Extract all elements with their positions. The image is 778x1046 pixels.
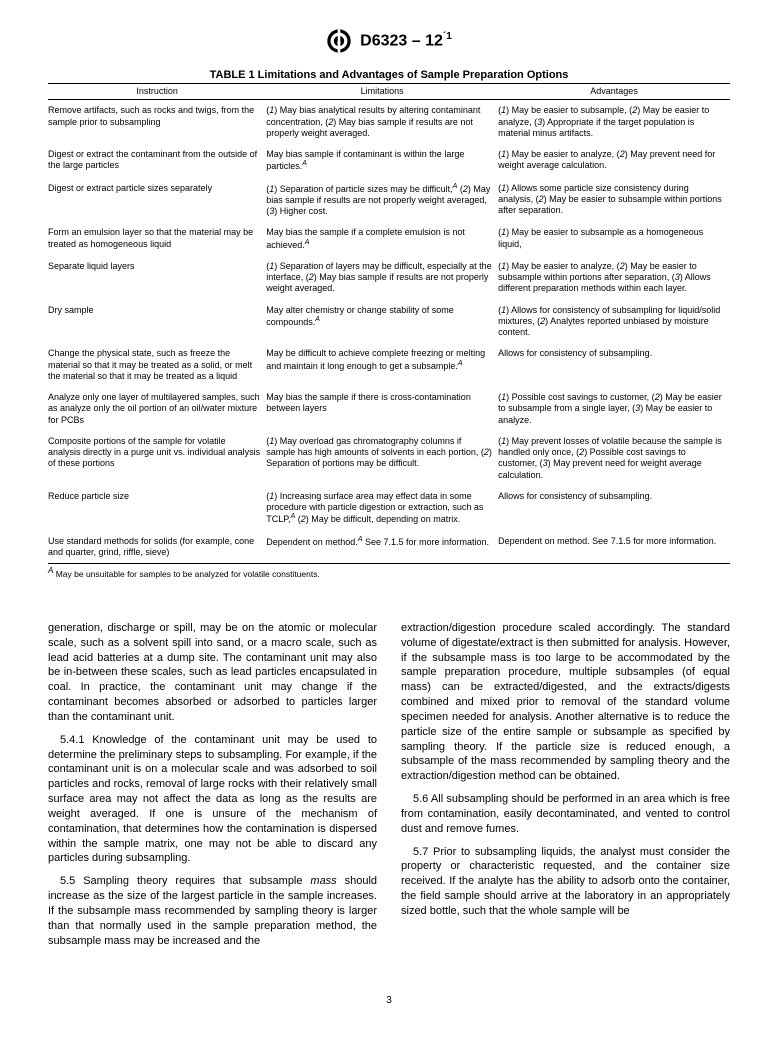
cell-instruction: Digest or extract particle sizes separat…: [48, 178, 266, 223]
table-title: TABLE 1 Limitations and Advantages of Sa…: [48, 69, 730, 81]
table-row: Dry sampleMay alter chemistry or change …: [48, 300, 730, 344]
cell-limitations: May bias the sample if a complete emulsi…: [266, 222, 498, 256]
cell-advantages: Dependent on method. See 7.1.5 for more …: [498, 531, 730, 564]
body-paragraph: 5.5 Sampling theory requires that subsam…: [48, 874, 377, 948]
cell-instruction: Change the physical state, such as freez…: [48, 343, 266, 387]
cell-limitations: (1) May overload gas chromatography colu…: [266, 431, 498, 486]
cell-limitations: (1) Increasing surface area may effect d…: [266, 486, 498, 531]
cell-instruction: Digest or extract the contaminant from t…: [48, 144, 266, 178]
table-row: Use standard methods for solids (for exa…: [48, 531, 730, 564]
table-row: Analyze only one layer of multilayered s…: [48, 387, 730, 431]
cell-advantages: (1) May be easier to subsample, (2) May …: [498, 100, 730, 144]
table-row: Change the physical state, such as freez…: [48, 343, 730, 387]
cell-instruction: Reduce particle size: [48, 486, 266, 531]
cell-instruction: Separate liquid layers: [48, 256, 266, 300]
table-footnote: A May be unsuitable for samples to be an…: [48, 566, 730, 579]
cell-limitations: (1) Separation of particle sizes may be …: [266, 178, 498, 223]
cell-limitations: May be difficult to achieve complete fre…: [266, 343, 498, 387]
table-header-row: Instruction Limitations Advantages: [48, 84, 730, 100]
right-column: extraction/digestion procedure scaled ac…: [401, 621, 730, 957]
left-column: generation, discharge or spill, may be o…: [48, 621, 377, 957]
cell-advantages: Allows for consistency of subsampling.: [498, 486, 730, 531]
cell-instruction: Analyze only one layer of multilayered s…: [48, 387, 266, 431]
table-row: Digest or extract the contaminant from t…: [48, 144, 730, 178]
cell-advantages: (1) May be easier to subsample as a homo…: [498, 222, 730, 256]
body-paragraph: 5.6 All subsampling should be performed …: [401, 792, 730, 837]
cell-advantages: (1) Allows for consistency of subsamplin…: [498, 300, 730, 344]
cell-advantages: Allows for consistency of subsampling.: [498, 343, 730, 387]
cell-limitations: (1) May bias analytical results by alter…: [266, 100, 498, 144]
page-header: A D6323 – 12´1: [48, 28, 730, 59]
cell-limitations: (1) Separation of layers may be difficul…: [266, 256, 498, 300]
cell-advantages: (1) Possible cost savings to customer, (…: [498, 387, 730, 431]
cell-instruction: Use standard methods for solids (for exa…: [48, 531, 266, 564]
cell-instruction: Form an emulsion layer so that the mater…: [48, 222, 266, 256]
col-advantages: Advantages: [498, 84, 730, 100]
page-number: 3: [48, 995, 730, 1006]
astm-logo-icon: A: [326, 28, 352, 54]
col-limitations: Limitations: [266, 84, 498, 100]
cell-advantages: (1) May be easier to analyze, (2) May be…: [498, 256, 730, 300]
table-row: Digest or extract particle sizes separat…: [48, 178, 730, 223]
body-paragraph: 5.4.1 Knowledge of the contaminant unit …: [48, 733, 377, 867]
table-row: Remove artifacts, such as rocks and twig…: [48, 100, 730, 144]
designation: D6323 – 12´1: [360, 31, 452, 50]
cell-advantages: (1) Allows some particle size consistenc…: [498, 178, 730, 223]
cell-limitations: May alter chemistry or change stability …: [266, 300, 498, 344]
body-paragraph: generation, discharge or spill, may be o…: [48, 621, 377, 725]
cell-instruction: Remove artifacts, such as rocks and twig…: [48, 100, 266, 144]
body-paragraph: 5.7 Prior to subsampling liquids, the an…: [401, 845, 730, 919]
cell-advantages: (1) May be easier to analyze, (2) May pr…: [498, 144, 730, 178]
cell-advantages: (1) May prevent losses of volatile becau…: [498, 431, 730, 486]
col-instruction: Instruction: [48, 84, 266, 100]
body-columns: generation, discharge or spill, may be o…: [48, 621, 730, 957]
cell-instruction: Composite portions of the sample for vol…: [48, 431, 266, 486]
table-row: Composite portions of the sample for vol…: [48, 431, 730, 486]
cell-instruction: Dry sample: [48, 300, 266, 344]
cell-limitations: Dependent on method.A See 7.1.5 for more…: [266, 531, 498, 564]
document-page: A D6323 – 12´1 TABLE 1 Limitations and A…: [0, 0, 778, 1046]
cell-limitations: May bias the sample if there is cross-co…: [266, 387, 498, 431]
body-paragraph: extraction/digestion procedure scaled ac…: [401, 621, 730, 784]
cell-limitations: May bias sample if contaminant is within…: [266, 144, 498, 178]
table-row: Separate liquid layers(1) Separation of …: [48, 256, 730, 300]
table-row: Reduce particle size(1) Increasing surfa…: [48, 486, 730, 531]
table-row: Form an emulsion layer so that the mater…: [48, 222, 730, 256]
prep-options-table: Instruction Limitations Advantages Remov…: [48, 83, 730, 564]
